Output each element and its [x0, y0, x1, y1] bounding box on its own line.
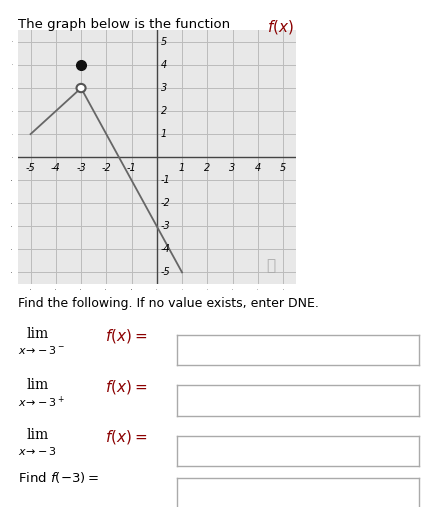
Text: -5: -5: [26, 163, 35, 173]
Text: The graph below is the function: The graph below is the function: [18, 18, 234, 31]
Text: -2: -2: [101, 163, 111, 173]
Text: lim: lim: [27, 378, 49, 392]
Text: -3: -3: [160, 222, 170, 231]
Circle shape: [77, 84, 86, 92]
Text: $x\!\to\!-3$: $x\!\to\!-3$: [18, 445, 56, 457]
Text: -1: -1: [160, 175, 170, 185]
Text: Find the following. If no value exists, enter DNE.: Find the following. If no value exists, …: [18, 297, 319, 310]
Text: $f(x) =$: $f(x) =$: [105, 428, 148, 447]
Text: $x\!\to\!-3^+$: $x\!\to\!-3^+$: [18, 394, 65, 410]
Text: -3: -3: [76, 163, 86, 173]
Text: -4: -4: [160, 244, 170, 255]
Text: $f(x) =$: $f(x) =$: [105, 378, 148, 396]
Text: 2: 2: [160, 106, 167, 116]
Text: -1: -1: [127, 163, 137, 173]
Text: $f(x) =$: $f(x) =$: [105, 327, 148, 345]
Text: $f(x)$: $f(x)$: [267, 18, 293, 36]
Text: lim: lim: [27, 327, 49, 341]
Text: 1: 1: [160, 129, 167, 139]
Text: -5: -5: [160, 267, 170, 277]
Text: -4: -4: [51, 163, 60, 173]
Text: 2: 2: [204, 163, 211, 173]
Text: $x\!\to\!-3^-$: $x\!\to\!-3^-$: [18, 344, 65, 356]
Text: ⌕: ⌕: [266, 258, 275, 273]
Text: Find $f(-3) =$: Find $f(-3) =$: [18, 470, 99, 486]
Text: 3: 3: [229, 163, 236, 173]
Text: 4: 4: [160, 60, 167, 70]
Text: 4: 4: [254, 163, 261, 173]
Text: 3: 3: [160, 83, 167, 93]
Text: 5: 5: [280, 163, 286, 173]
Text: -2: -2: [160, 198, 170, 208]
Text: lim: lim: [27, 428, 49, 443]
Text: 1: 1: [179, 163, 185, 173]
Text: 5: 5: [160, 37, 167, 47]
